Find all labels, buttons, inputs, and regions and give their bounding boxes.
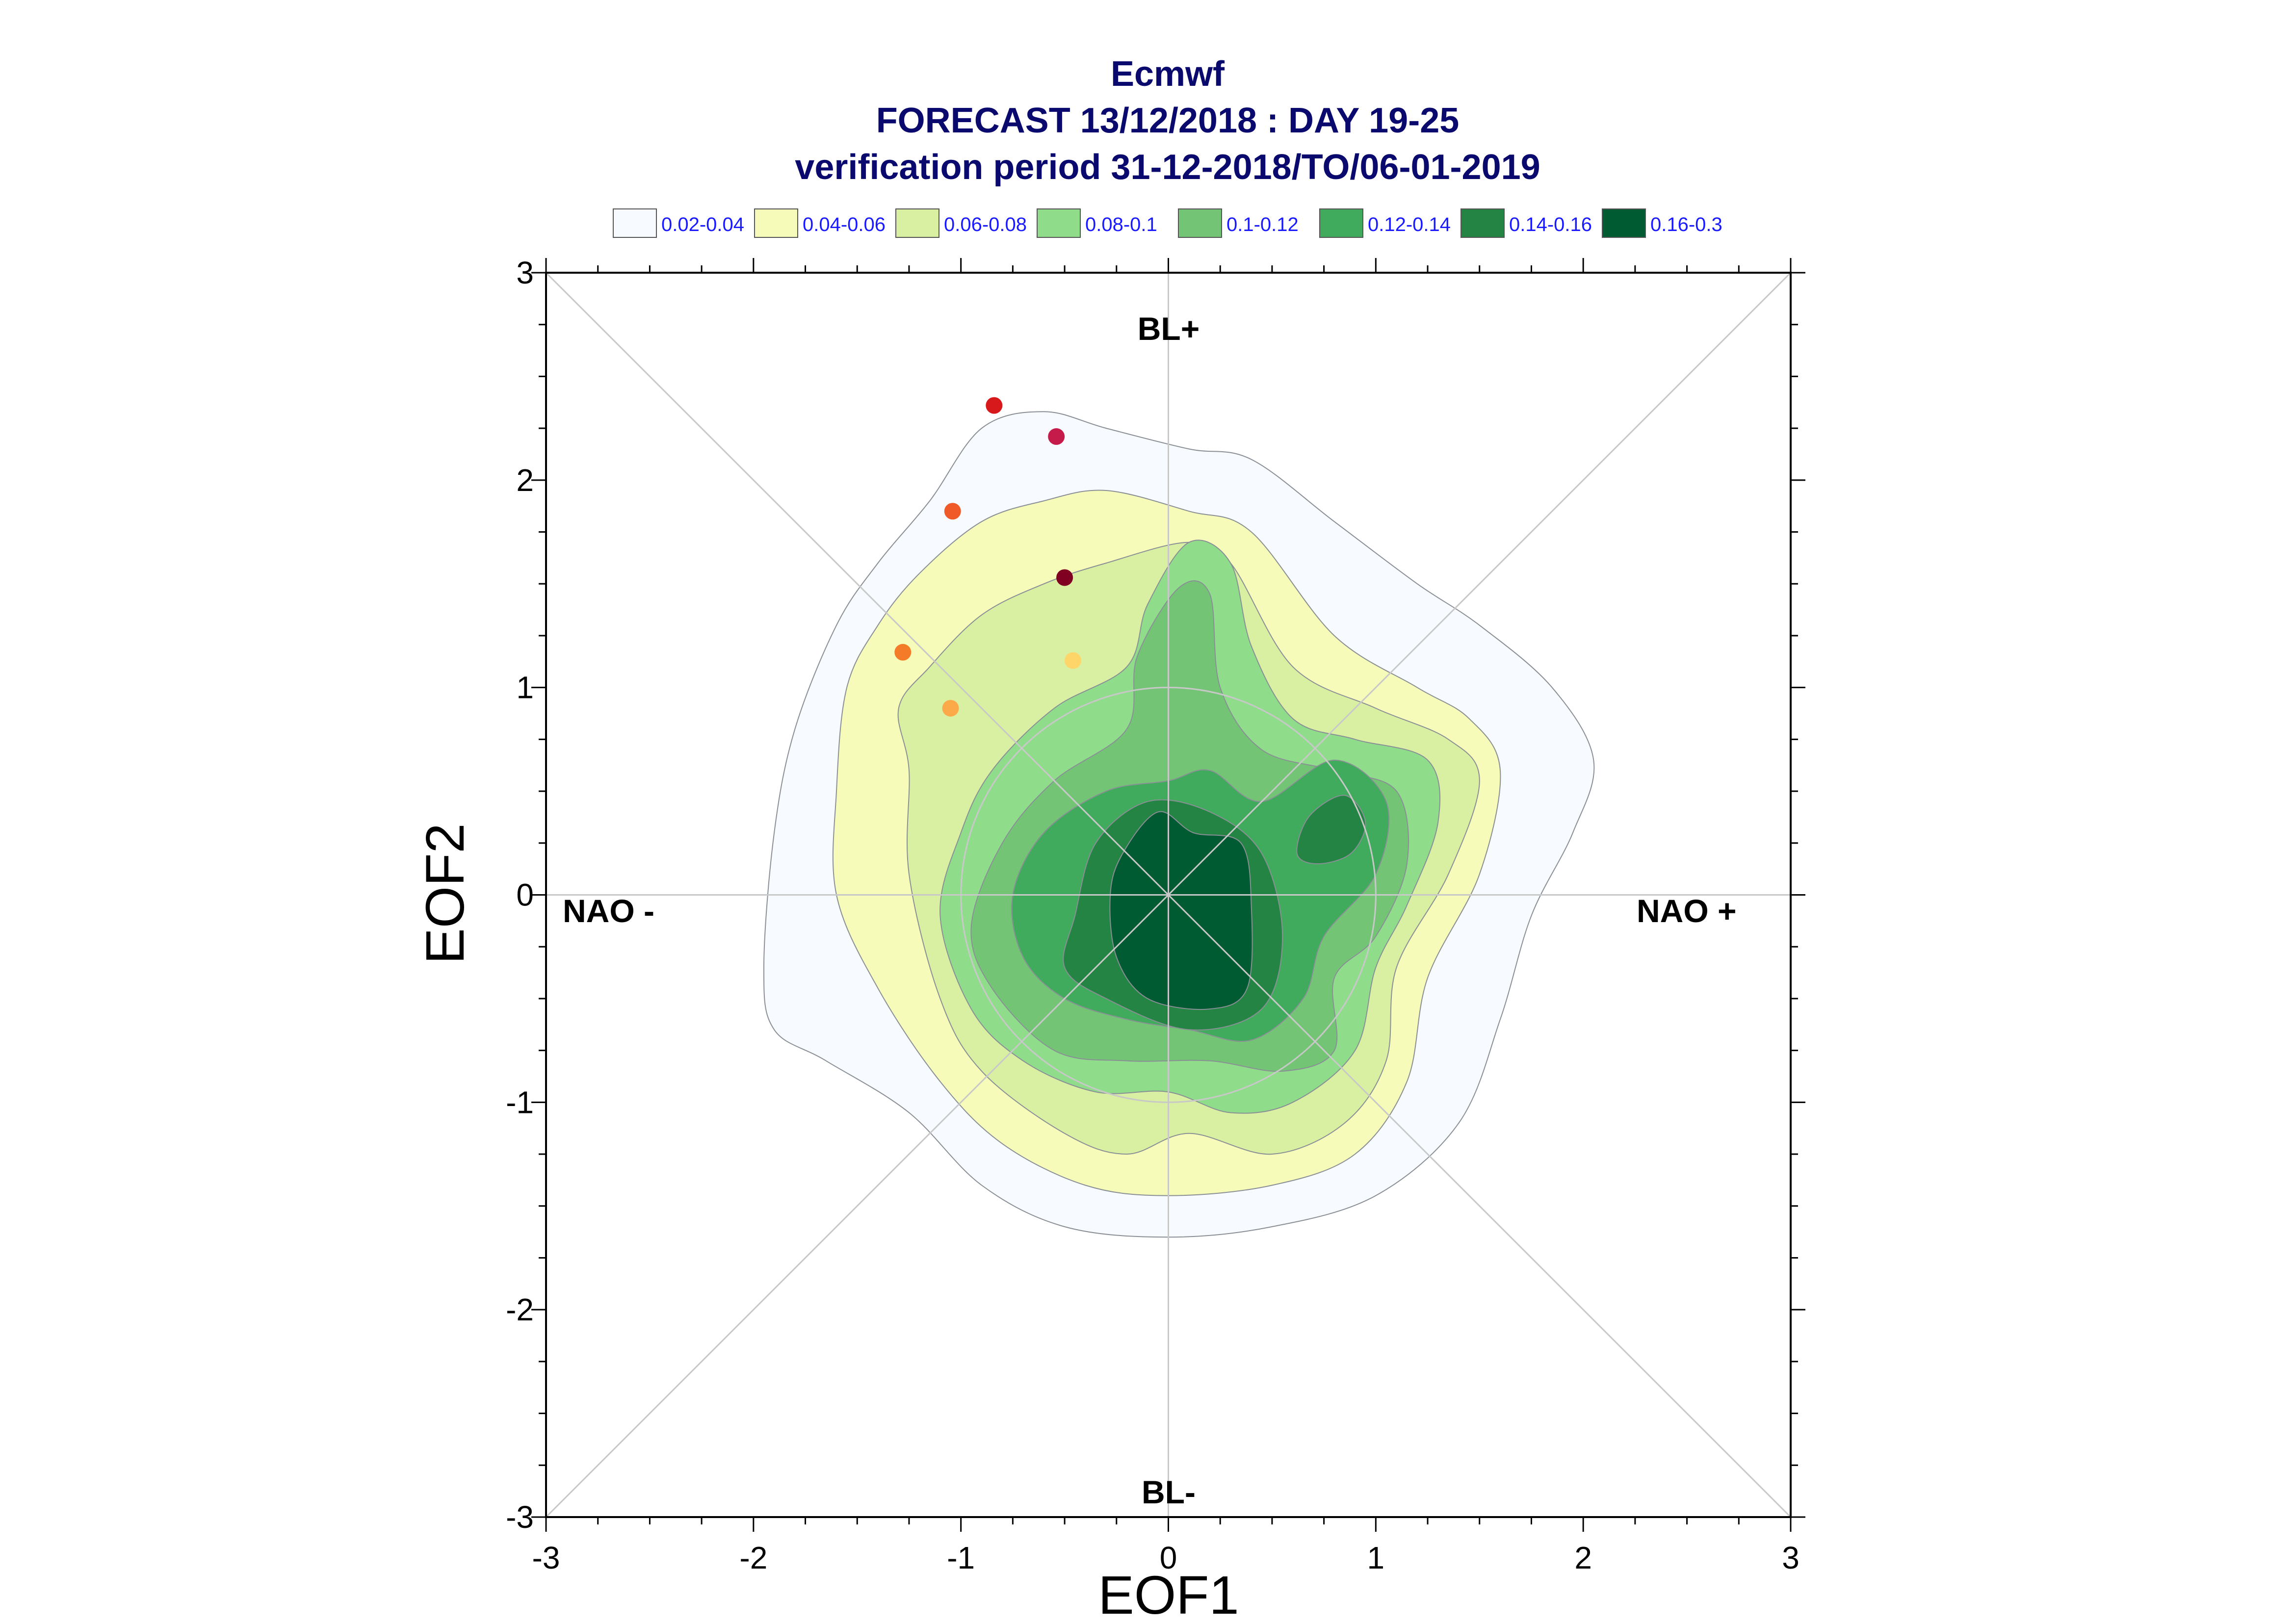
chart-subtitle-2: verification period 31-12-2018/TO/06-01-…: [795, 148, 1540, 187]
x-tick-label: 3: [1782, 1540, 1799, 1575]
y-tick-label: 0: [516, 877, 534, 913]
x-axis-title: EOF1: [1098, 1565, 1239, 1624]
member-point: [1064, 652, 1081, 669]
x-tick-label: 1: [1367, 1540, 1385, 1575]
member-points: [894, 397, 1081, 717]
legend-swatch: [1319, 208, 1363, 238]
legend-label: 0.04-0.06: [803, 214, 886, 235]
regime-label-bottom: BL-: [1142, 1474, 1196, 1510]
member-point: [942, 699, 959, 717]
legend-label: 0.02-0.04: [661, 214, 744, 235]
y-tick-label: -3: [506, 1499, 534, 1535]
legend-label: 0.1-0.12: [1226, 214, 1299, 235]
x-tick-label: -1: [947, 1540, 975, 1575]
legend-swatch: [613, 208, 657, 238]
contour-0.16-0.3: [1109, 811, 1253, 1010]
regime-label-right: NAO +: [1637, 893, 1737, 929]
member-point: [1048, 428, 1065, 445]
legend-label: 0.06-0.08: [944, 214, 1027, 235]
tick-labels: -3 -2 -1 0 1 2 3 -3 -2 -1 0 1 2 3: [506, 255, 1799, 1575]
unit-circle: [960, 687, 1377, 1103]
y-tick-label: 1: [516, 670, 534, 705]
legend-swatch: [1602, 208, 1646, 238]
member-point: [1056, 569, 1073, 586]
y-tick-label: -1: [506, 1084, 534, 1120]
legend-label: 0.08-0.1: [1085, 214, 1157, 235]
member-point: [986, 397, 1003, 414]
legend-swatch: [754, 208, 798, 238]
contour-0.14-0.16: [1296, 795, 1366, 865]
x-tick-label: 0: [1160, 1540, 1177, 1575]
density-contours: [763, 411, 1595, 1238]
legend-label: 0.12-0.14: [1368, 214, 1451, 235]
x-tick-label: -2: [739, 1540, 767, 1575]
regime-label-left: NAO -: [563, 893, 654, 929]
regime-label-top: BL+: [1138, 310, 1200, 347]
guide-lines: [545, 272, 1792, 1518]
member-point: [944, 503, 961, 520]
y-tick-label: 3: [516, 255, 534, 290]
chart-subtitle: FORECAST 13/12/2018 : DAY 19-25: [876, 101, 1460, 140]
chart-title: Ecmwf: [1111, 54, 1225, 94]
legend-label: 0.14-0.16: [1509, 214, 1592, 235]
legend-swatch: [1178, 208, 1222, 238]
y-tick-label: 2: [516, 463, 534, 498]
y-tick-label: -2: [506, 1292, 534, 1327]
x-tick-label: 2: [1574, 1540, 1592, 1575]
plot-area: -3 -2 -1 0 1 2 3 -3 -2 -1 0 1 2 3: [506, 255, 1805, 1575]
legend-label: 0.16-0.3: [1650, 214, 1722, 235]
legend-swatch: [895, 208, 939, 238]
member-point: [894, 644, 912, 661]
axis-ticks: [531, 258, 1805, 1532]
x-tick-label: -3: [532, 1540, 560, 1575]
legend-swatch: [1460, 208, 1505, 238]
legend-swatch: [1037, 208, 1081, 238]
legend: 0.02-0.04 0.04-0.06 0.06-0.08 0.08-0.1 0.1-0…: [613, 208, 1722, 238]
y-axis-title: EOF2: [415, 823, 475, 964]
